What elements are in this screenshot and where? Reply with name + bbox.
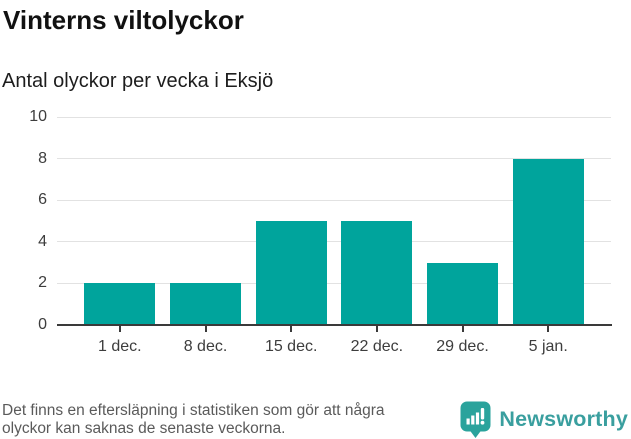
x-axis-tick [290,326,293,332]
y-axis-tick-label: 0 [38,316,47,333]
chart-subtitle: Antal olyckor per vecka i Eksjö [2,70,274,92]
bar-1dec [84,283,156,325]
tick-slot [77,326,163,332]
bar-slot [77,117,163,325]
bar-5jan [512,158,584,325]
brand-name: Newsworthy [499,406,628,431]
gridline-y-2 [57,282,611,284]
x-axis-tick [375,326,378,332]
x-axis-line [57,324,612,326]
x-axis-tick-label: 22 dec. [350,338,404,355]
x-axis-tick [118,326,121,332]
gridline-y-10 [57,116,611,118]
bar-slot [505,117,591,325]
chart-title: Vinterns viltolyckor [3,5,244,35]
bar-8dec [170,283,241,325]
x-axis-tick-label: 29 dec. [436,338,489,355]
y-axis-tick-label: 4 [38,232,47,250]
y-axis-tick-label: 8 [38,149,47,167]
tick-slot [420,326,506,332]
tick-slot [163,326,249,332]
gridline-y-4 [57,241,611,243]
newsworthy-chart-bubble-icon [460,401,491,438]
bar-slot [248,117,334,325]
tick-slot [334,326,420,332]
gridline-y-6 [57,199,611,201]
y-axis-tick-label: 10 [29,108,47,125]
footnote: Det finns en eftersläpning i statistiken… [2,402,385,437]
x-axis-tick-label: 8 dec. [183,338,228,355]
x-axis-tick [461,326,464,332]
x-axis-tick-label: 1 dec. [98,338,142,355]
x-axis-tick-label: 5 jan. [528,338,568,355]
bar-series [57,117,611,325]
x-axis-tick-label: 15 dec. [264,338,318,355]
x-axis-ticks [57,326,611,332]
x-axis-tick [547,326,550,332]
bar-29dec [427,262,499,325]
x-axis-tick [204,326,207,332]
y-axis-tick-label: 6 [38,191,47,209]
bar-22dec [341,221,413,325]
tick-slot [505,326,591,332]
bar-slot [163,117,249,325]
bar-chart-plot-area: 0 2 4 6 8 10 [29,108,611,333]
newsworthy-logo: Newsworthy [460,400,628,438]
gridline-y-8 [57,158,611,160]
x-axis-labels: 1 dec. 8 dec. 15 dec. 22 dec. 29 dec. 5 jan. [57,336,611,358]
bar-slot [420,117,506,325]
bar-slot [334,117,420,325]
y-axis-tick-label: 2 [38,274,47,292]
bar-15dec [255,221,327,325]
tick-slot [248,326,334,332]
